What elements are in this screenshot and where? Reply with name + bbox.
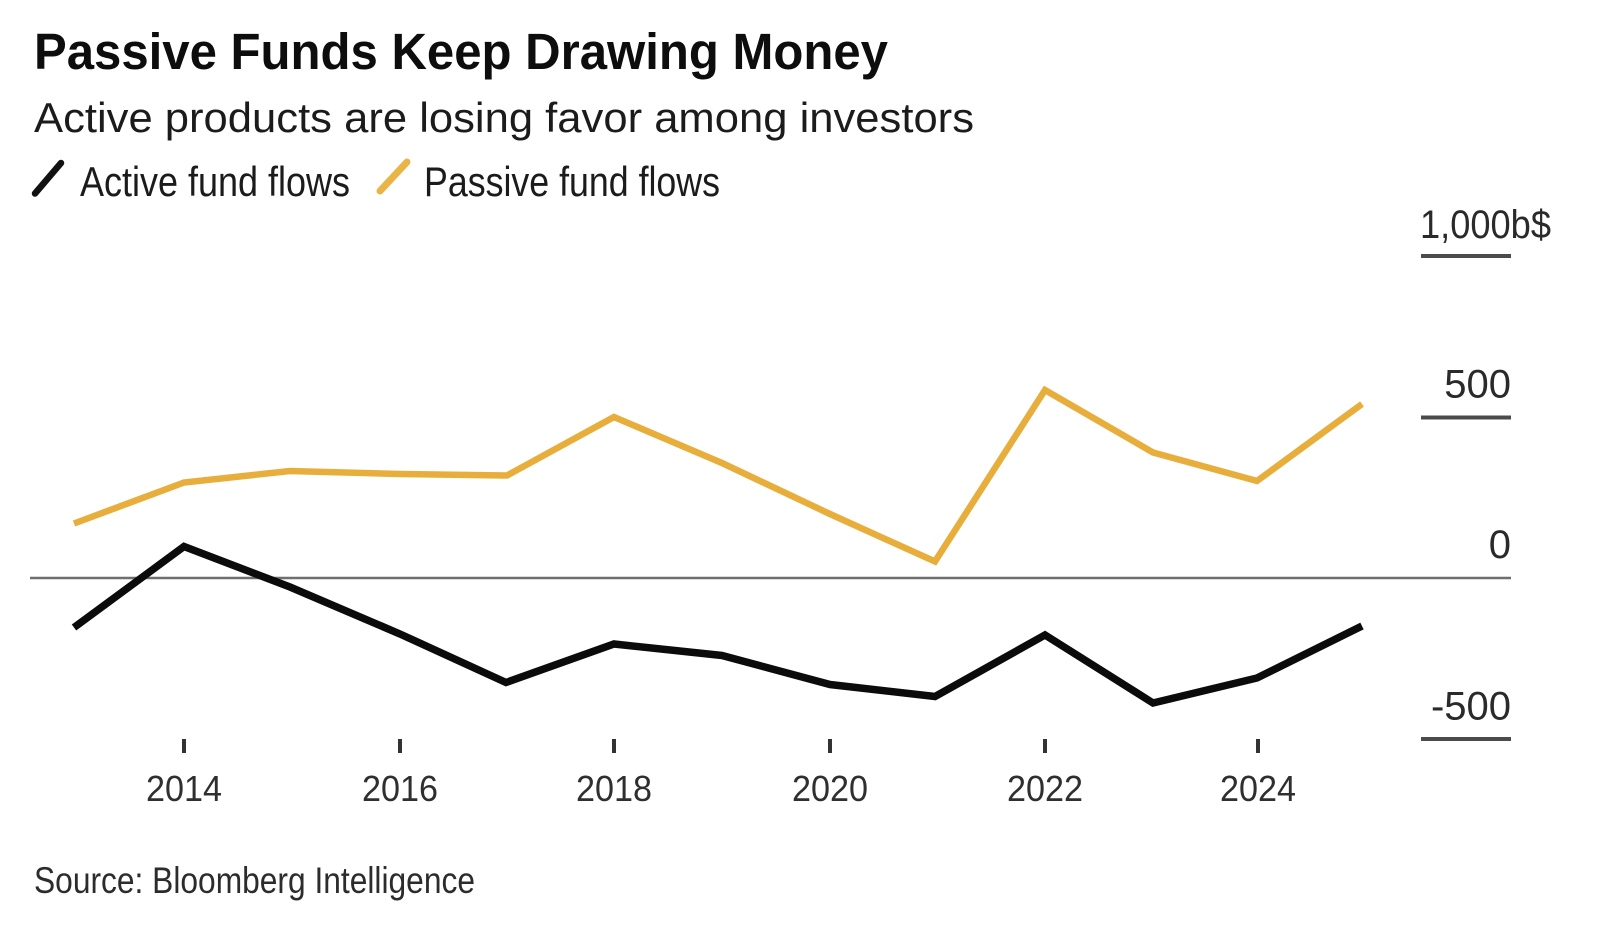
svg-text:1,000b$: 1,000b$ xyxy=(1420,203,1551,247)
svg-text:2020: 2020 xyxy=(792,768,868,809)
svg-text:2024: 2024 xyxy=(1220,768,1296,809)
svg-text:2014: 2014 xyxy=(146,768,222,809)
svg-text:0: 0 xyxy=(1489,523,1511,567)
svg-text:Passive fund flows: Passive fund flows xyxy=(424,158,720,205)
svg-text:Source: Bloomberg Intelligence: Source: Bloomberg Intelligence xyxy=(34,860,475,901)
svg-text:-500: -500 xyxy=(1431,685,1511,729)
svg-text:2016: 2016 xyxy=(362,768,438,809)
svg-text:2018: 2018 xyxy=(576,768,652,809)
svg-text:500: 500 xyxy=(1444,363,1511,407)
svg-text:Active products are losing fav: Active products are losing favor among i… xyxy=(34,94,974,141)
svg-text:Active fund flows: Active fund flows xyxy=(80,158,350,205)
svg-text:Passive Funds Keep Drawing Mon: Passive Funds Keep Drawing Money xyxy=(34,23,889,80)
svg-text:2022: 2022 xyxy=(1007,768,1083,809)
